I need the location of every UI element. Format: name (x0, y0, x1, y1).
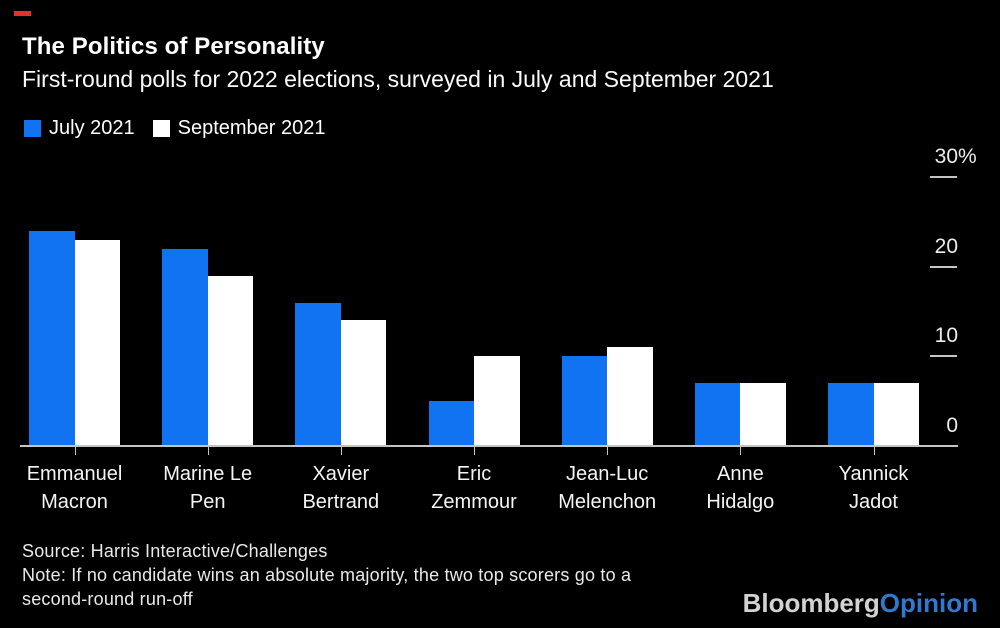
bar-july-emmanuel-macron (29, 230, 75, 446)
chart-title: The Politics of Personality (22, 33, 325, 60)
x-axis-label-line: Hidalgo (706, 490, 775, 513)
x-axis-label-line: Yannick (838, 463, 909, 485)
source-note: Source: Harris Interactive/Challenges (22, 541, 328, 561)
bloomberg-red-accent-dash (14, 11, 31, 16)
x-axis-label-line: Melenchon (558, 490, 657, 513)
x-axis-label-line: Jadot (849, 490, 898, 513)
y-axis-label-20: 20 (934, 234, 958, 258)
bar-july-jean-luc-melenchon (561, 356, 608, 446)
x-axis-tick-mark (740, 447, 742, 455)
x-axis-label-line: Jean-Luc (566, 463, 649, 485)
y-axis-tick-mark (930, 265, 957, 268)
x-axis-tick-mark (340, 447, 342, 455)
x-axis-tick-mark (207, 447, 209, 455)
legend-label: July 2021 (49, 117, 135, 139)
y-axis-tick-mark (930, 355, 957, 358)
x-axis-baseline (20, 445, 958, 447)
logo-bloomberg-text: Bloomberg (742, 588, 880, 618)
footnote-line-1: Note: If no candidate wins an absolute m… (22, 565, 632, 585)
x-axis-label-jean-luc-melenchon: Jean-Luc Melenchon (532, 461, 682, 516)
footnote-line-2: second-round run-off (22, 589, 193, 609)
y-axis-label-0: 0 (946, 414, 958, 437)
x-axis-label-line: Marine Le (163, 463, 253, 485)
bar-september-anne-hidalgo (740, 383, 786, 446)
percent-sign: % (958, 144, 977, 168)
bar-july-xavier-bertrand (295, 302, 341, 446)
y-axis-label-10: 10 (934, 324, 958, 348)
legend-item-july: July 2021 (24, 117, 135, 140)
legend-swatch-icon (24, 120, 41, 137)
x-axis-tick-mark (74, 447, 76, 455)
bar-september-jean-luc-melenchon (607, 347, 653, 446)
bar-september-marine-le-pen (207, 275, 254, 446)
legend-item-september: September 2021 (152, 117, 326, 140)
x-axis-label-anne-hidalgo: Anne Hidalgo (665, 461, 815, 516)
legend-label: September 2021 (177, 117, 326, 139)
x-axis-label-line: Xavier (312, 463, 370, 485)
bar-september-yannick-jadot (873, 383, 920, 446)
bar-july-eric-zemmour (428, 401, 474, 446)
x-axis-label-line: Bertrand (302, 490, 380, 513)
bloomberg-opinion-logo: BloombergOpinion (743, 588, 978, 619)
footer: Source: Harris Interactive/Challenges No… (22, 539, 631, 611)
x-axis-label-line: Zemmour (431, 490, 517, 513)
x-axis-tick-mark (873, 447, 875, 455)
x-axis-label-line: Eric (456, 463, 492, 485)
y-axis-tick-mark (930, 175, 957, 178)
x-axis-label-emmanuel-macron: Emmanuel Macron (0, 461, 150, 516)
x-axis-label-yannick-jadot: Yannick Jadot (799, 461, 949, 516)
logo-opinion-text: Opinion (879, 588, 978, 618)
x-axis-label-line: Emmanuel (26, 463, 123, 485)
x-axis-tick-mark (607, 447, 609, 455)
bar-july-yannick-jadot (828, 383, 874, 446)
x-axis-label-line: Pen (189, 490, 226, 513)
x-axis-label-xavier-bertrand: Xavier Bertrand (266, 461, 416, 516)
x-axis-label-marine-le-pen: Marine Le Pen (133, 461, 283, 516)
x-axis-label-line: Anne (716, 463, 764, 485)
bar-september-emmanuel-macron (74, 239, 120, 446)
bar-september-eric-zemmour (474, 356, 520, 446)
bar-july-anne-hidalgo (694, 383, 741, 446)
legend: July 2021 September 2021 (24, 117, 326, 140)
y-axis-label-30: 30% (934, 144, 977, 168)
legend-swatch-icon (152, 120, 170, 137)
bar-july-marine-le-pen (162, 248, 208, 446)
x-axis-label-eric-zemmour: Eric Zemmour (399, 461, 549, 516)
bar-september-xavier-bertrand (340, 320, 387, 446)
chart-subtitle: First-round polls for 2022 elections, su… (22, 66, 774, 92)
x-axis-label-line: Macron (41, 490, 108, 513)
x-axis-tick-mark (474, 447, 475, 455)
